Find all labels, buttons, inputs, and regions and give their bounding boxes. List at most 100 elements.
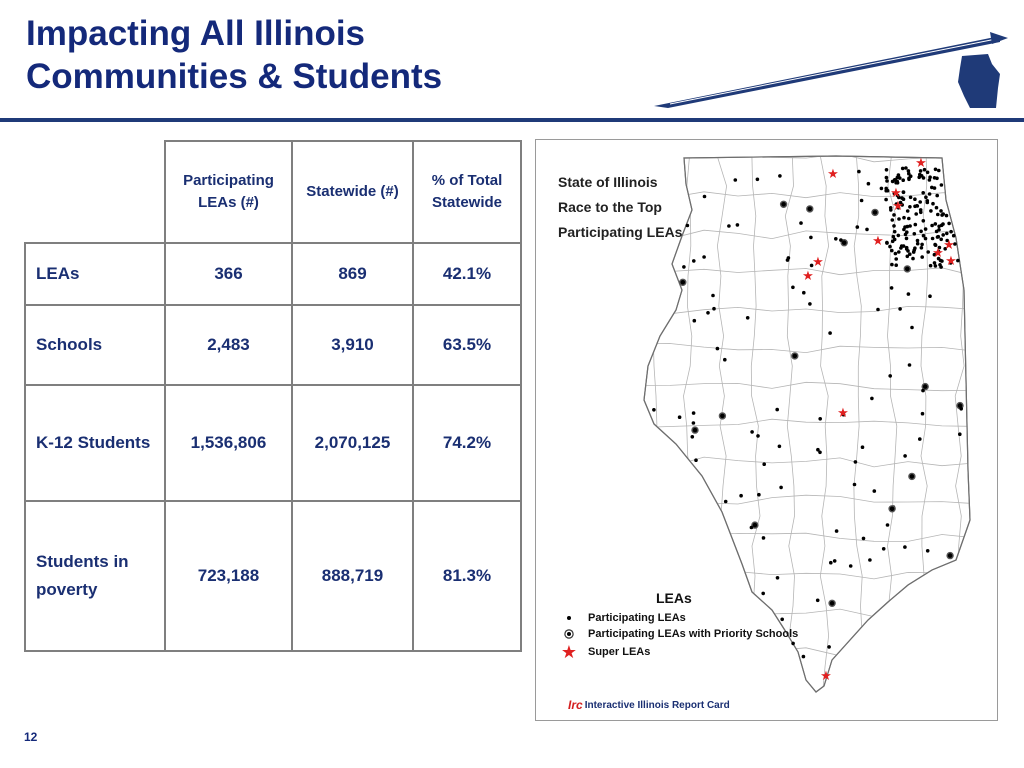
lea-marker	[876, 307, 880, 312]
lea-marker	[933, 243, 938, 247]
super-lea-star-icon: ★	[802, 268, 814, 283]
lea-marker	[894, 257, 898, 261]
lea-marker	[739, 493, 743, 498]
column-header: % of Total Statewide	[412, 140, 522, 244]
star-icon: ★	[560, 642, 578, 662]
lea-marker	[791, 285, 795, 290]
lea-marker	[865, 227, 869, 232]
lea-marker	[908, 195, 913, 200]
slide-title-line-1: Impacting All Illinois	[26, 14, 366, 53]
lea-marker	[906, 292, 911, 296]
lea-marker	[894, 202, 899, 206]
illinois-map: ★★★★★ ★★★★★★★	[643, 155, 971, 693]
lea-marker	[828, 331, 832, 335]
lea-marker	[881, 547, 886, 551]
lea-marker	[932, 176, 937, 180]
super-lea-star-icon: ★	[827, 166, 839, 181]
lea-marker	[723, 499, 728, 504]
lea-marker	[808, 302, 812, 306]
ring-dot-icon	[567, 632, 571, 636]
lea-marker	[921, 176, 926, 180]
lea-marker	[945, 231, 949, 236]
lea-marker	[911, 256, 915, 261]
lea-marker	[727, 224, 731, 228]
lea-marker	[834, 529, 839, 533]
lea-marker	[884, 175, 889, 180]
lea-marker	[920, 255, 924, 259]
lea-marker	[921, 191, 925, 195]
lea-marker	[923, 227, 928, 231]
lea-marker	[910, 325, 914, 330]
lea-marker	[868, 558, 872, 562]
lea-marker	[939, 265, 943, 269]
lea-marker	[908, 252, 912, 256]
lea-marker	[892, 237, 897, 242]
lea-marker	[904, 166, 908, 170]
lea-marker	[921, 219, 926, 223]
lea-marker	[750, 430, 754, 434]
legend-item: Participating LEAs	[558, 610, 798, 626]
lea-marker	[932, 261, 937, 265]
lea-marker	[775, 407, 779, 412]
lea-marker	[712, 306, 716, 311]
lea-marker	[685, 223, 690, 228]
lea-marker	[896, 233, 901, 238]
lea-marker	[956, 258, 960, 263]
super-lea-star-icon: ★	[943, 237, 955, 252]
lea-marker	[677, 415, 682, 420]
priority-lea-marker	[679, 278, 687, 287]
legend-title: LEAs	[656, 590, 692, 606]
participating-cell: 1,536,806	[164, 384, 293, 502]
lea-marker	[866, 181, 871, 186]
lea-marker	[872, 489, 877, 493]
lea-marker	[775, 576, 780, 580]
participation-table: Participating LEAs (#) Statewide (#) % o…	[24, 140, 522, 652]
priority-lea-marker	[903, 265, 911, 273]
lea-marker	[919, 229, 923, 234]
lea-marker	[905, 209, 910, 213]
lea-marker	[939, 183, 944, 187]
lea-marker	[893, 251, 898, 256]
priority-lea-marker	[908, 472, 916, 481]
lea-marker	[907, 171, 911, 176]
lea-marker	[691, 421, 696, 425]
lea-marker	[931, 201, 935, 206]
lea-marker	[857, 169, 861, 174]
lea-marker	[958, 432, 962, 437]
lea-marker	[901, 190, 906, 195]
priority-lea-marker	[718, 412, 727, 420]
lea-marker	[903, 545, 907, 549]
lea-marker	[930, 236, 935, 241]
super-lea-star-icon: ★	[872, 233, 884, 248]
lea-marker	[933, 264, 938, 268]
lea-marker	[888, 374, 892, 378]
super-lea-star-icon: ★	[890, 185, 902, 200]
lea-marker	[756, 434, 760, 438]
lea-marker	[745, 316, 750, 320]
super-lea-star-icon: ★	[915, 155, 927, 170]
table-header-row: Participating LEAs (#) Statewide (#) % o…	[25, 140, 522, 244]
irc-logo-mark: Irc	[568, 698, 583, 712]
lea-marker	[898, 307, 902, 311]
lea-marker	[735, 223, 740, 227]
lea-marker	[723, 357, 727, 362]
lea-marker	[884, 188, 888, 193]
row-label: K-12 Students	[24, 384, 166, 502]
table-row: K-12 Students 1,536,806 2,070,125 74.2%	[24, 384, 522, 502]
priority-lea-marker	[888, 505, 896, 513]
legend-label: Participating LEAs with Priority Schools	[588, 628, 799, 640]
lea-marker	[934, 205, 939, 210]
priority-lea-marker	[791, 352, 799, 360]
lea-marker	[898, 176, 902, 180]
super-lea-star-icon: ★	[945, 253, 957, 268]
lea-marker	[892, 191, 897, 196]
lea-marker	[855, 225, 860, 229]
lea-marker	[779, 485, 783, 490]
lea-marker	[802, 290, 806, 295]
lea-marker	[777, 444, 782, 449]
lea-marker	[929, 209, 933, 213]
lea-marker	[939, 209, 943, 213]
lea-marker	[816, 447, 820, 452]
lea-marker	[928, 263, 933, 268]
priority-lea-marker	[946, 551, 954, 560]
